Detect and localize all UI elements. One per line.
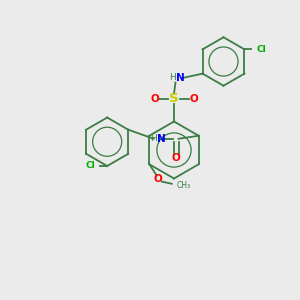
Text: N: N [157,134,165,144]
Text: Cl: Cl [256,45,266,54]
Text: H: H [169,74,176,82]
Text: CH₃: CH₃ [176,181,190,190]
Text: O: O [150,94,159,104]
Text: N: N [176,73,184,83]
Text: Cl: Cl [85,161,95,170]
Text: H: H [150,134,157,143]
Text: O: O [189,94,198,104]
Text: S: S [169,92,179,106]
Text: O: O [172,153,181,163]
Text: O: O [154,174,163,184]
